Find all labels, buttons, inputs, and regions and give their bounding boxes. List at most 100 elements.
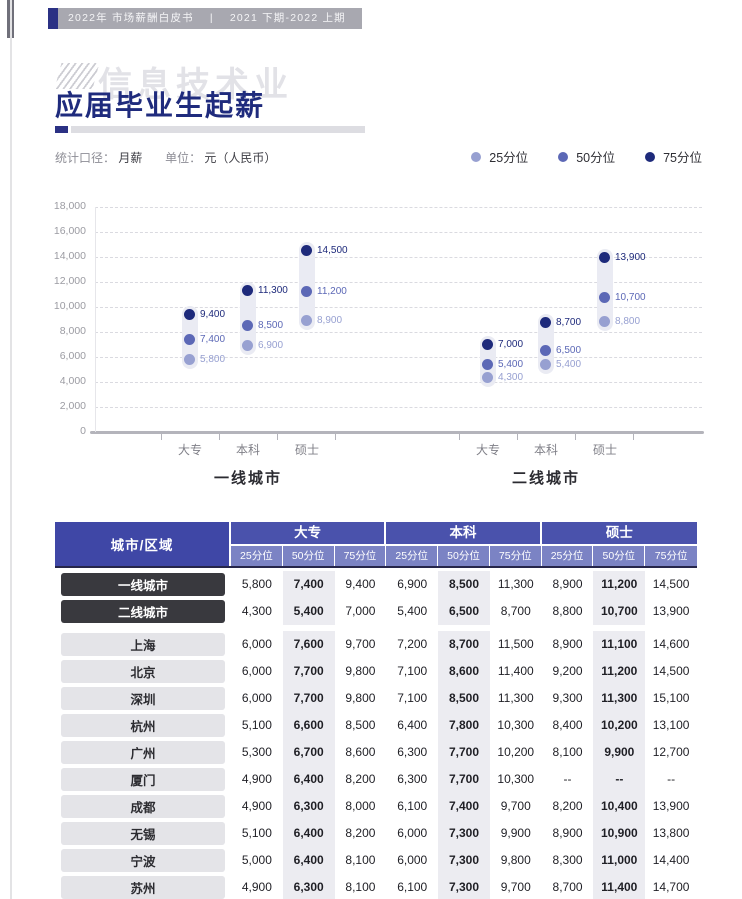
report-title-bar: 2022年 市场薪酬白皮书 | 2021 下期-2022 上期 xyxy=(58,8,362,29)
p75-dot xyxy=(599,252,610,264)
table-row: 深圳 6,000 7,700 9,800 7,100 8,500 11,300 9,300 11… xyxy=(55,685,697,712)
table-cell: 7,700 xyxy=(438,766,490,793)
gridline xyxy=(95,207,702,208)
table-cell: 14,700 xyxy=(652,880,690,894)
table-cell: 6,300 xyxy=(282,874,335,899)
table-cell: 11,300 xyxy=(497,691,534,705)
table-cell: 10,400 xyxy=(593,793,646,820)
p25-dot xyxy=(242,339,253,351)
table-cell: 6,000 xyxy=(241,691,272,705)
table-cell: 13,900 xyxy=(652,604,690,618)
p75-legend-dot xyxy=(645,151,656,162)
table-cell: 6,000 xyxy=(397,853,428,867)
table-cell: 4,900 xyxy=(241,772,272,786)
p25-dot xyxy=(184,353,195,365)
table-cell: 11,100 xyxy=(593,631,646,658)
y-axis-label: 6,000 xyxy=(59,350,86,362)
x-axis xyxy=(90,431,704,434)
table-cell: 11,200 xyxy=(593,571,646,598)
point-value-label: 5,400 xyxy=(498,358,524,370)
header-accent-block xyxy=(48,8,58,29)
p50-dot xyxy=(184,333,195,345)
table-cell: 7,700 xyxy=(282,658,335,685)
gridline xyxy=(95,332,702,333)
category-label: 本科 xyxy=(235,443,260,457)
group-header: 硕士 xyxy=(541,522,697,546)
group-label: 二线城市 xyxy=(511,470,580,487)
table-row: 杭州 5,100 6,600 8,500 6,400 7,800 10,300 8,400 10… xyxy=(55,712,697,739)
table-row: 苏州 4,900 6,300 8,100 6,100 7,300 9,700 8,700 11,… xyxy=(55,874,697,899)
table-cell: 14,400 xyxy=(652,853,690,867)
table-cell: 5,000 xyxy=(241,853,272,867)
legend-item: 75分位 xyxy=(645,147,702,166)
report-separator: | xyxy=(209,12,214,24)
p50-dot xyxy=(482,358,493,370)
category-label: 硕士 xyxy=(294,443,319,457)
table-cell: 15,100 xyxy=(652,691,690,705)
table-cell: 6,400 xyxy=(397,718,428,732)
row-name-cell: 无锡 xyxy=(55,820,231,847)
row-name-cell: 广州 xyxy=(55,739,231,766)
sub-header: 25分位 xyxy=(541,546,594,566)
table-cell: 9,900 xyxy=(500,826,531,840)
point-value-label: 8,800 xyxy=(615,316,641,327)
axis-tick xyxy=(459,434,460,440)
row-label: 无锡 xyxy=(61,822,225,845)
category-label: 大专 xyxy=(475,443,500,457)
underline-accent xyxy=(55,126,68,133)
legend-item: 25分位 xyxy=(471,147,528,166)
table-cell: 11,400 xyxy=(497,664,534,678)
percentile-band xyxy=(597,249,613,331)
row-name-cell: 宁波 xyxy=(55,847,231,874)
table-cell: 8,900 xyxy=(552,826,583,840)
gridline xyxy=(95,257,702,258)
table-cell: 13,900 xyxy=(652,799,690,813)
category-label: 硕士 xyxy=(592,443,617,457)
unit-value: 元（人民币） xyxy=(204,151,277,165)
table-cell: 7,700 xyxy=(282,685,335,712)
p75-dot xyxy=(184,308,195,320)
y-axis-label: 4,000 xyxy=(59,375,86,387)
table-cell: 6,100 xyxy=(397,880,428,894)
table-cell: 8,700 xyxy=(438,631,490,658)
row-label: 一线城市 xyxy=(61,573,225,596)
axis-tick xyxy=(517,434,518,440)
table-cell: 11,000 xyxy=(593,847,646,874)
sub-header: 50分位 xyxy=(438,546,490,566)
point-value-label: 6,500 xyxy=(556,344,582,356)
row-label: 苏州 xyxy=(61,876,225,899)
table-cell: 8,400 xyxy=(552,718,583,732)
table-cell: 5,400 xyxy=(397,604,428,618)
p50-dot xyxy=(540,344,551,356)
p75-dot xyxy=(540,317,551,329)
page-title: 应届毕业生起薪 xyxy=(55,90,266,121)
underline-track xyxy=(71,126,365,133)
table-cell: -- xyxy=(563,772,572,786)
y-axis-label: 2,000 xyxy=(59,400,86,412)
table-cell: 8,100 xyxy=(345,880,376,894)
table-cell: 10,900 xyxy=(593,820,646,847)
table-row: 北京 6,000 7,700 9,800 7,100 8,600 11,400 9,200 11… xyxy=(55,658,697,685)
table-cell: 6,600 xyxy=(282,712,335,739)
table-cell: 6,000 xyxy=(241,664,272,678)
point-value-label: 11,300 xyxy=(258,284,288,296)
table-cell: 7,000 xyxy=(345,604,376,618)
table-cell: 8,600 xyxy=(438,658,490,685)
y-axis-label: 18,000 xyxy=(53,200,86,212)
table-cell: 8,200 xyxy=(345,772,376,786)
table-cell: 7,700 xyxy=(438,739,490,766)
point-value-label: 8,700 xyxy=(556,317,582,329)
table-cell: 7,400 xyxy=(282,571,335,598)
y-axis-label: 8,000 xyxy=(59,325,86,337)
table-cell: 5,100 xyxy=(241,826,272,840)
table-cell: 14,500 xyxy=(652,577,690,591)
table-cell: 8,500 xyxy=(438,571,490,598)
legend-label: 50分位 xyxy=(576,151,616,165)
row-name-cell: 北京 xyxy=(55,658,231,685)
table-cell: 8,000 xyxy=(345,799,376,813)
gridline xyxy=(95,357,702,358)
p25-dot xyxy=(540,358,551,370)
table-cell: 8,900 xyxy=(552,577,583,591)
row-name-cell: 苏州 xyxy=(55,874,231,899)
table-cell: 4,900 xyxy=(241,799,272,813)
